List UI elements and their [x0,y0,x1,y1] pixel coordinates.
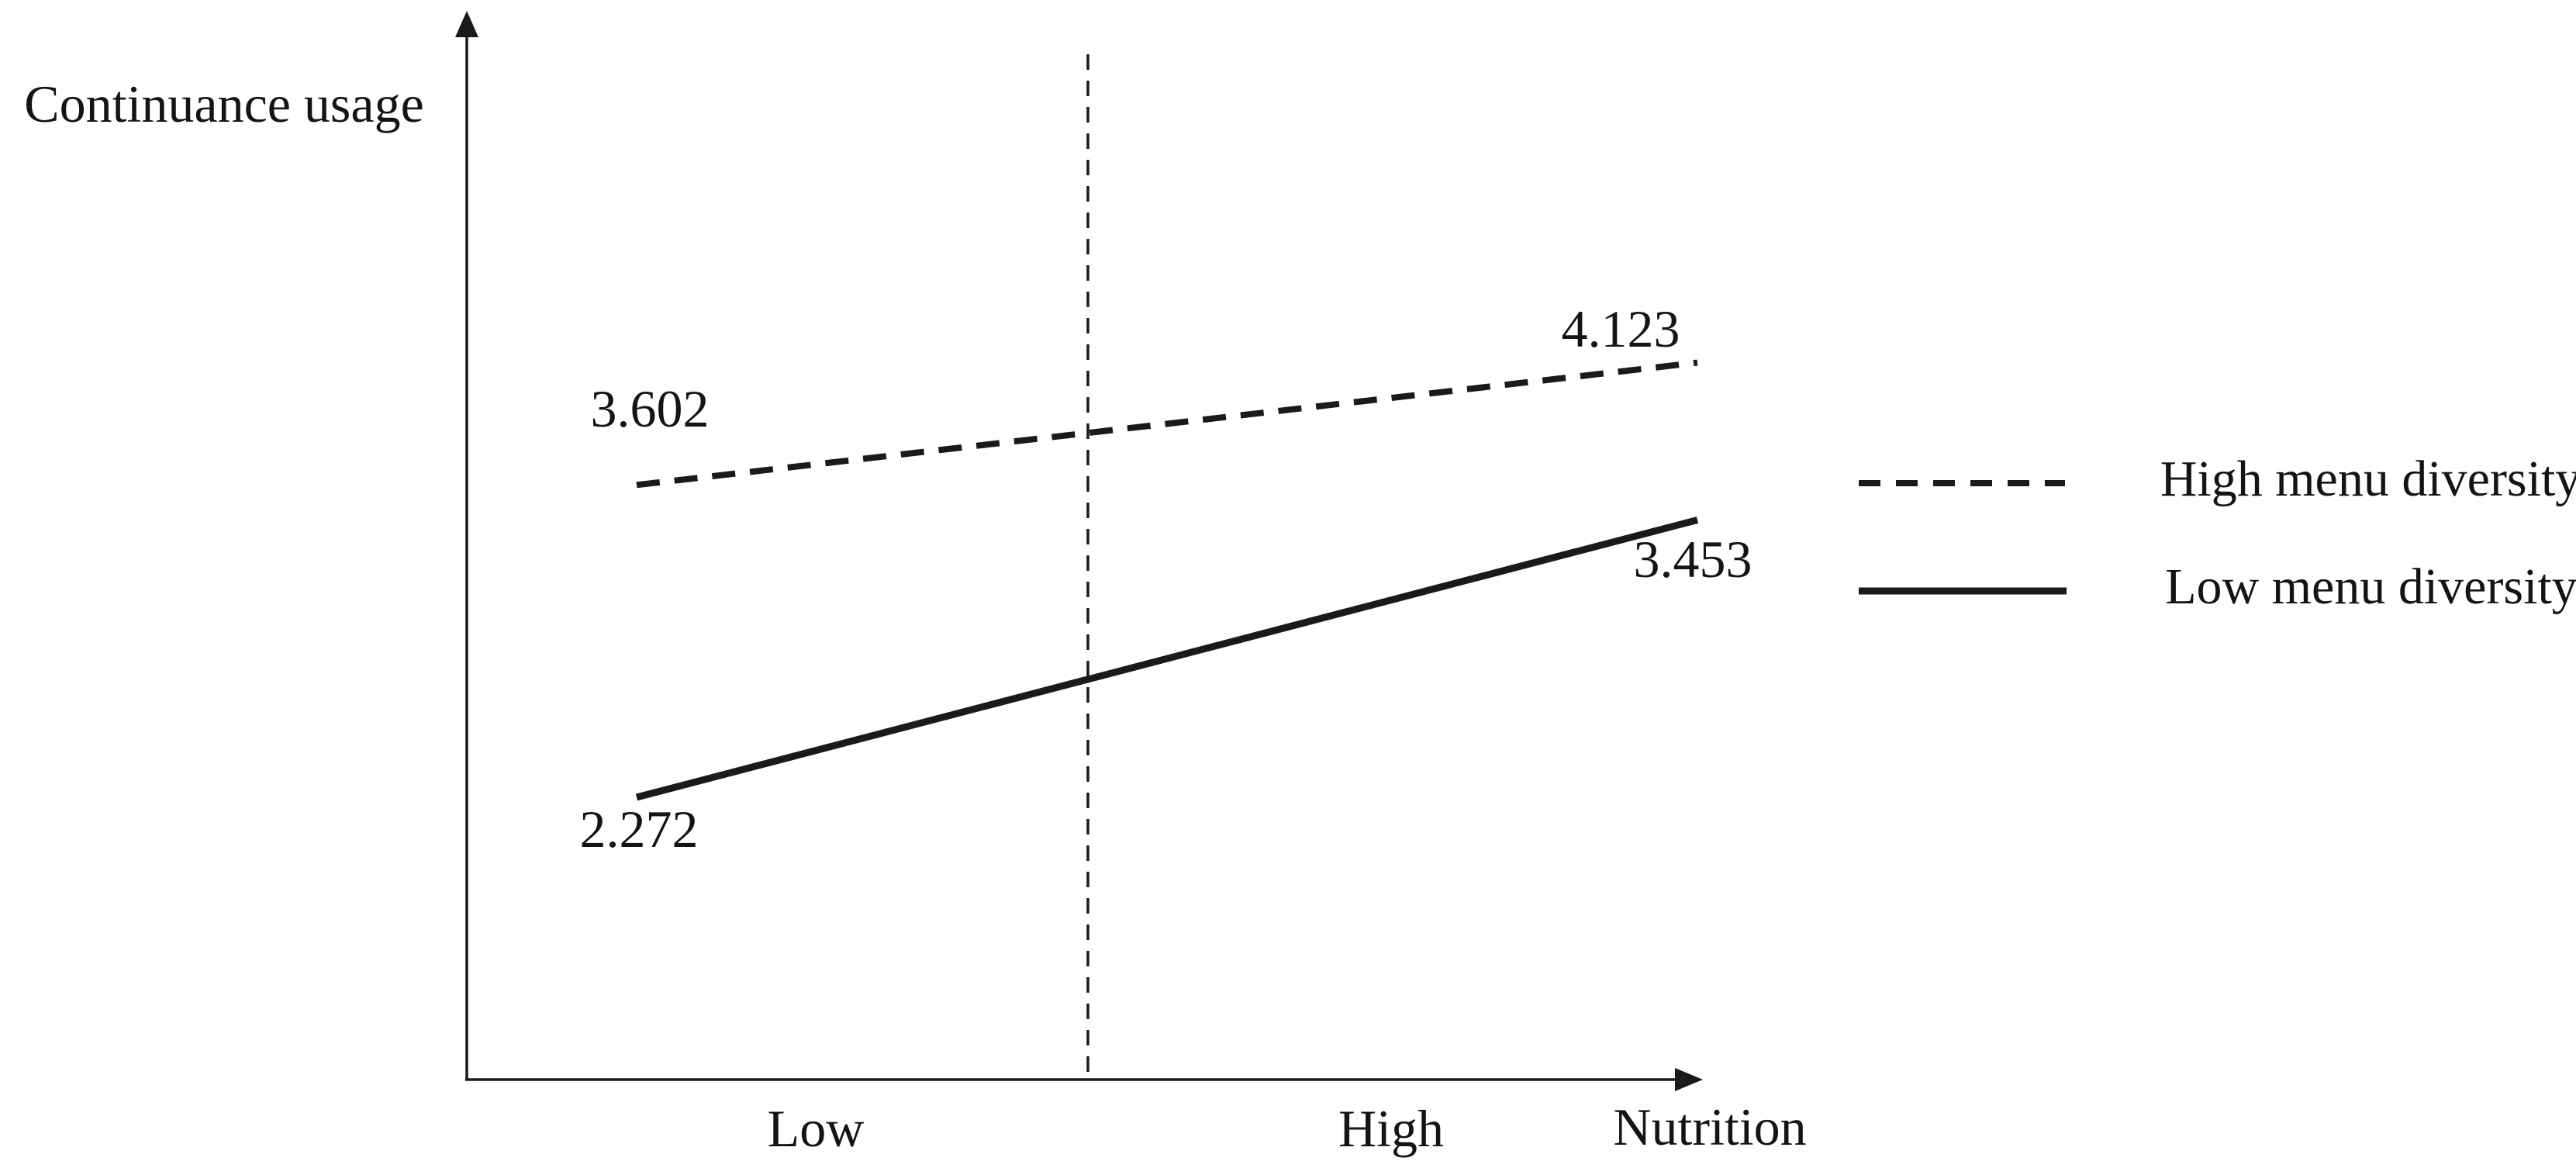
x-tick-label-low: Low [767,1099,865,1158]
legend-item-high-menu-diversity: High menu diversity [2160,451,2576,507]
series-line-high-menu-diversity [636,359,1698,489]
series-line-low-menu-diversity [635,517,1699,801]
value-label-high-series-high-x: 4.123 [1561,299,1680,358]
y-axis-title: Continuance usage [24,74,424,133]
value-label-low-series-low-x: 2.272 [579,800,699,859]
x-tick-label-high: High [1338,1099,1444,1158]
value-label-high-series-low-x: 3.602 [590,379,710,438]
x-axis-arrow-icon [1675,1068,1703,1091]
legend-item-low-menu-diversity: Low menu diversity [2165,558,2576,615]
y-axis-arrow-icon [455,11,478,37]
value-label-low-series-high-x: 3.453 [1633,530,1752,589]
x-axis-title: Nutrition [1613,1097,1807,1156]
